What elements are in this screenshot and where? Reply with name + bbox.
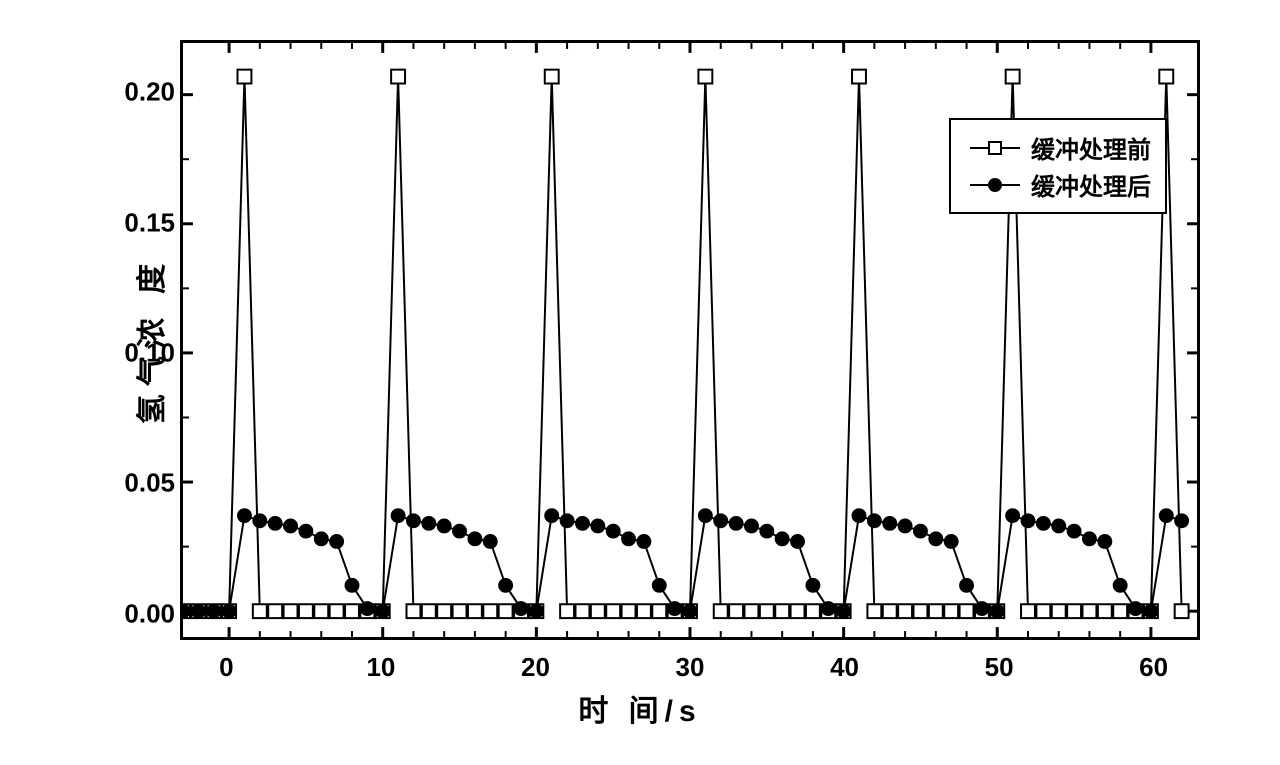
y-tick-label: 0.20 — [124, 77, 175, 108]
x-tick-label: 0 — [219, 652, 233, 683]
legend-label-after: 缓冲处理后 — [1031, 167, 1151, 202]
y-tick-label: 0.15 — [124, 207, 175, 238]
legend-marker-circle-icon — [965, 178, 1025, 192]
x-tick-label: 60 — [1139, 652, 1168, 683]
y-tick-label: 0.00 — [124, 598, 175, 629]
x-tick-label: 50 — [985, 652, 1014, 683]
y-tick-label: 0.10 — [124, 338, 175, 369]
legend: 缓冲处理前 缓冲处理后 — [949, 118, 1167, 214]
x-tick-label: 30 — [676, 652, 705, 683]
plot-area: 缓冲处理前 缓冲处理后 — [180, 40, 1200, 640]
x-tick-label: 10 — [366, 652, 395, 683]
legend-marker-square-icon — [965, 141, 1025, 155]
legend-item-after: 缓冲处理后 — [965, 167, 1151, 202]
x-tick-label: 40 — [830, 652, 859, 683]
chart-container: 缓冲处理前 缓冲处理后 氢气浓 度 时 间/s 0.000.050.100.15… — [40, 20, 1240, 740]
x-axis-label: 时 间/s — [578, 686, 701, 730]
x-tick-label: 20 — [521, 652, 550, 683]
legend-item-before: 缓冲处理前 — [965, 130, 1151, 165]
y-tick-label: 0.05 — [124, 468, 175, 499]
legend-label-before: 缓冲处理前 — [1031, 130, 1151, 165]
